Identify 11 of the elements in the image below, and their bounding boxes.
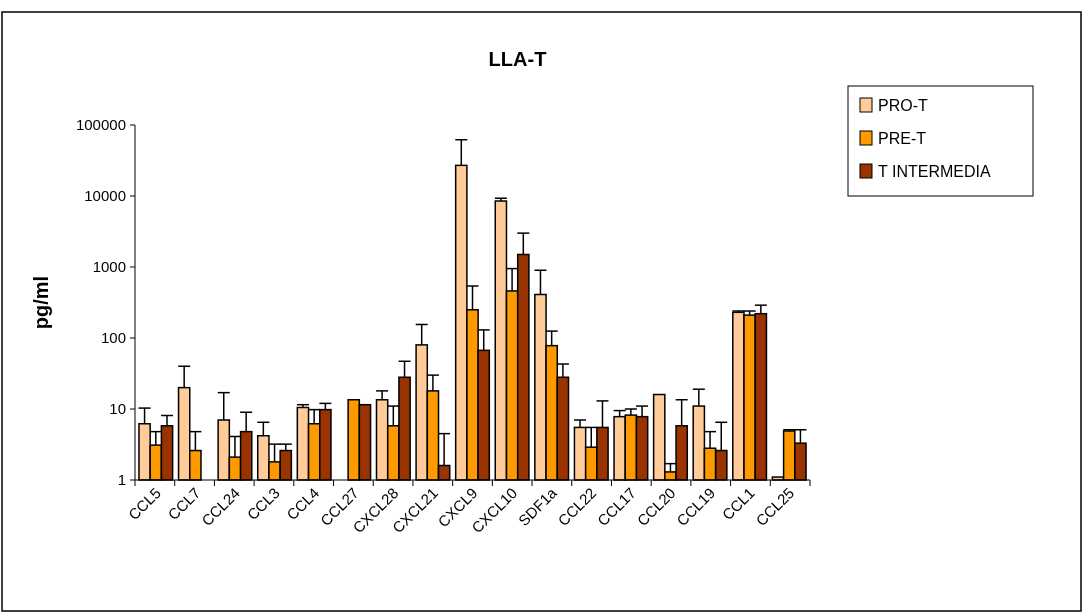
y-axis-title: pg/ml <box>30 275 52 330</box>
y-tick-label: 1000 <box>92 258 126 275</box>
y-tick-label: 100 <box>100 329 126 346</box>
legend-label: PRO-T <box>878 97 928 114</box>
legend-label: T INTERMEDIA <box>878 163 991 180</box>
y-tick-label: 100000 <box>75 116 126 133</box>
legend-label: PRE-T <box>878 130 927 147</box>
chart-title: LLA-T <box>488 48 547 70</box>
y-tick-label: 10000 <box>84 187 126 204</box>
y-tick-label: 1 <box>117 471 126 488</box>
y-tick-label: 10 <box>109 400 126 417</box>
